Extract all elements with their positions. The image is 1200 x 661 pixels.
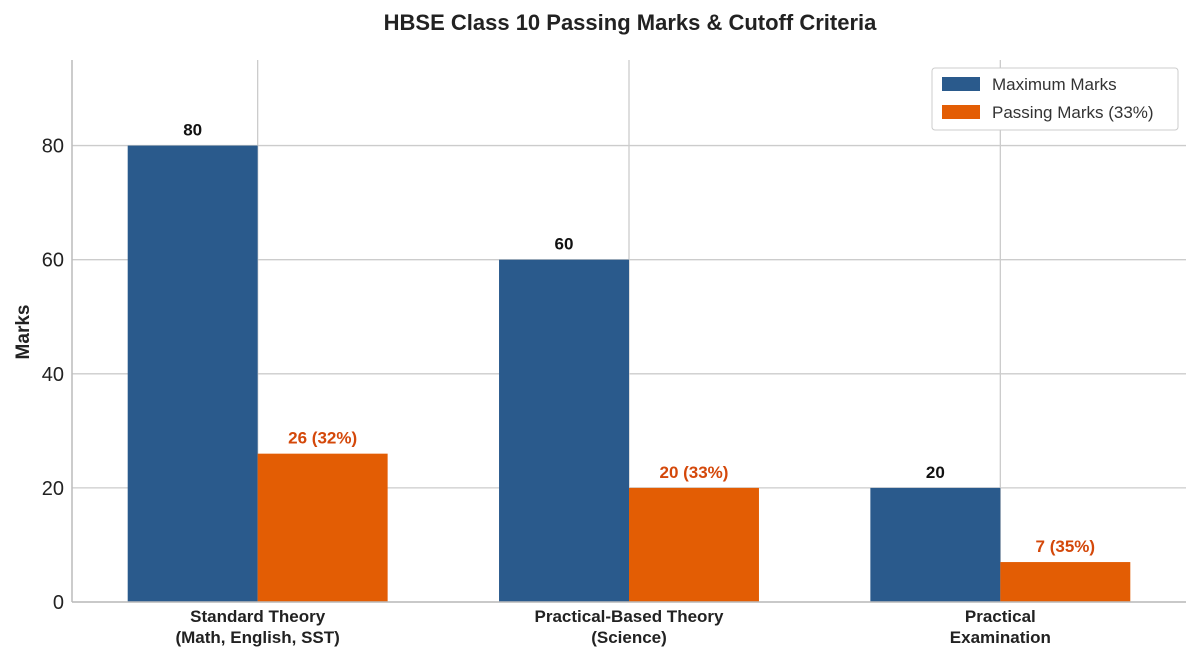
x-tick-label: Practical <box>965 607 1036 626</box>
legend-swatch <box>942 77 980 91</box>
x-tick-label: (Math, English, SST) <box>175 628 339 647</box>
x-tick-label: Practical-Based Theory <box>535 607 725 626</box>
legend-box <box>931 67 1179 131</box>
x-tick-label: (Science) <box>591 628 667 647</box>
y-tick-label: 80 <box>42 136 64 158</box>
legend-swatch <box>942 105 980 119</box>
bar <box>257 453 388 602</box>
bar-value-label: 20 <box>926 463 945 482</box>
bar-value-label: 60 <box>555 235 574 254</box>
legend-label: Maximum Marks <box>992 75 1117 94</box>
y-tick-label: 60 <box>42 250 64 272</box>
bar-value-label: 80 <box>183 121 202 140</box>
y-tick-label: 0 <box>53 592 64 614</box>
chart-title: HBSE Class 10 Passing Marks & Cutoff Cri… <box>384 10 877 35</box>
bar <box>127 145 258 602</box>
bar-value-label: 20 (33%) <box>659 463 728 482</box>
bar <box>1000 562 1131 602</box>
axes <box>71 60 1186 603</box>
bar-value-label: 26 (32%) <box>288 429 357 448</box>
tick-labels: 0 20 40 60 80 Standard Theory (Math, English, … <box>42 136 1051 647</box>
bar <box>499 259 629 602</box>
bar-value-label: 7 (35%) <box>1036 537 1096 556</box>
bar <box>870 487 1001 602</box>
legend-label: Passing Marks (33%) <box>992 103 1154 122</box>
bars <box>127 145 1131 602</box>
y-tick-label: 20 <box>42 478 64 500</box>
legend: Maximum Marks Passing Marks (33%) <box>931 67 1179 131</box>
x-tick-label: Standard Theory <box>190 607 326 626</box>
bar <box>629 487 759 602</box>
data-labels: 80 60 20 26 (32%) 20 (33%) 7 (35%) <box>183 121 1095 556</box>
y-tick-label: 40 <box>42 364 64 386</box>
x-tick-label: Examination <box>950 628 1051 647</box>
y-axis-label: Marks <box>13 305 34 360</box>
